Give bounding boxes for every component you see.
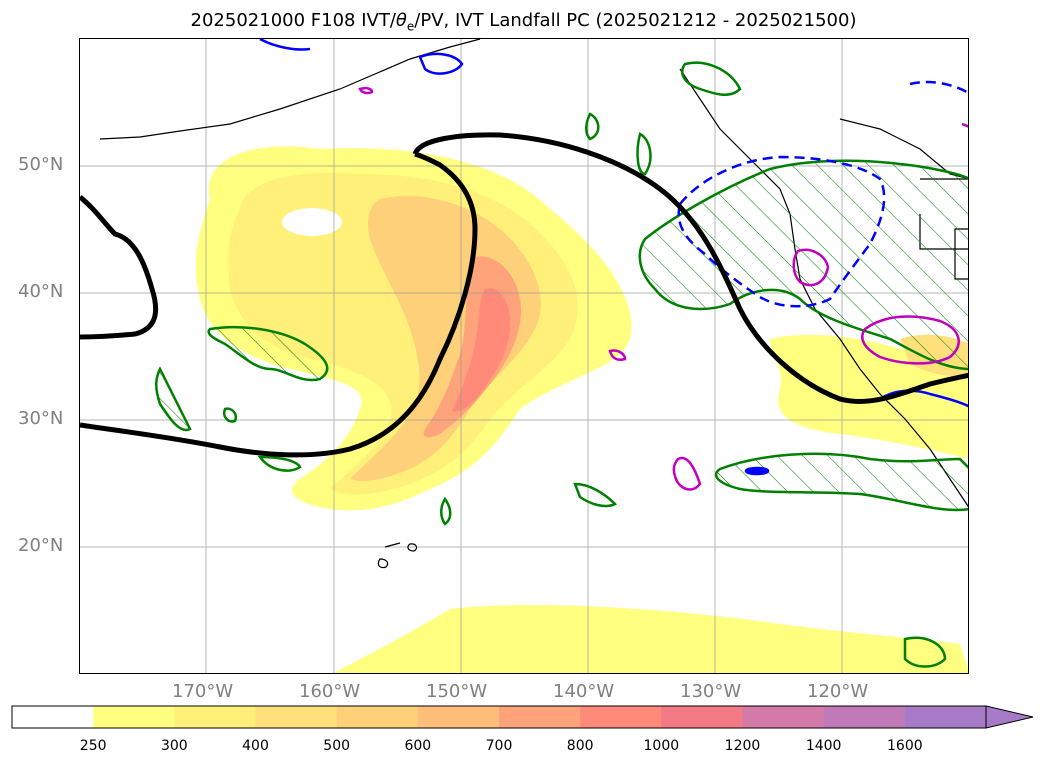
lon-label-170w: 170°W	[172, 681, 234, 702]
colorbar-tick-label: 500	[323, 738, 351, 754]
map-title: 2025021000 F108 IVT/θe/PV, IVT Landfall …	[0, 10, 1047, 34]
map-panel	[79, 38, 969, 674]
lat-label-20n: 20°N	[18, 535, 64, 556]
colorbar-tick-label: 700	[485, 738, 513, 754]
colorbar-segment	[823, 706, 906, 728]
colorbar-segment	[255, 706, 338, 728]
title-suffix: /PV, IVT Landfall PC (2025021212 - 20250…	[414, 10, 857, 31]
pv-regions	[155, 61, 968, 668]
colorbar	[11, 705, 1034, 729]
map-canvas	[80, 39, 968, 673]
theta-e-contours	[80, 132, 968, 458]
colorbar-segment	[336, 706, 419, 728]
colorbar-segment	[93, 706, 175, 728]
colorbar-segment	[742, 706, 825, 728]
lon-label-150w: 150°W	[426, 681, 488, 702]
colorbar-segment	[661, 706, 743, 728]
colorbar-tick-label: 1400	[805, 738, 842, 754]
title-prefix: 2025021000 F108 IVT/	[190, 10, 396, 31]
lon-label-120w: 120°W	[807, 681, 869, 702]
magenta-contours	[358, 86, 968, 491]
colorbar-tick-label: 600	[404, 738, 432, 754]
title-subscript: e	[406, 19, 415, 34]
lat-label-30n: 30°N	[18, 408, 64, 429]
colorbar-extend-arrow	[985, 705, 1034, 729]
lon-label-160w: 160°W	[299, 681, 361, 702]
colorbar-segment-below	[12, 706, 94, 728]
colorbar-outline	[11, 705, 987, 729]
lat-label-50n: 50°N	[18, 154, 64, 175]
lon-label-130w: 130°W	[680, 681, 742, 702]
colorbar-tick-label: 1000	[643, 738, 680, 754]
colorbar-tick-label: 800	[566, 738, 594, 754]
colorbar-segment	[417, 706, 500, 728]
colorbar-tick-label: 1600	[887, 738, 923, 754]
lon-label-140w: 140°W	[553, 681, 615, 702]
colorbar-tick-label: 400	[242, 738, 269, 754]
colorbar-segment	[499, 706, 581, 728]
lat-label-40n: 40°N	[18, 281, 64, 302]
blue-contours	[259, 39, 968, 476]
colorbar-segment	[904, 706, 987, 728]
colorbar-segment	[174, 706, 256, 728]
colorbar-tick-label: 300	[160, 738, 188, 754]
colorbar-segment	[580, 706, 662, 728]
title-theta: θ	[395, 10, 407, 31]
colorbar-tick-label: 250	[79, 738, 107, 754]
colorbar-tick-label: 1200	[724, 738, 761, 754]
